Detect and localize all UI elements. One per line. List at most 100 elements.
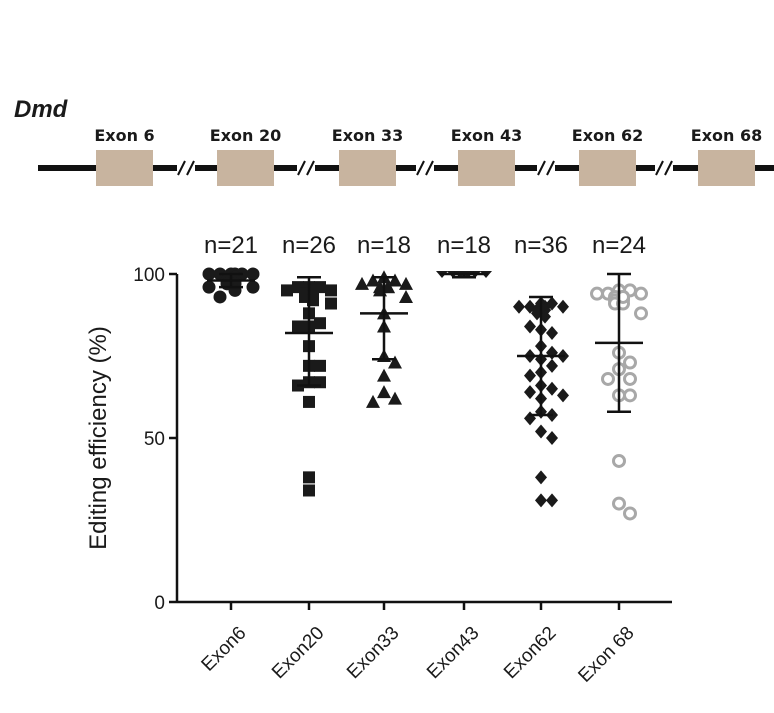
data-point-diamond [546,345,558,360]
data-point-circle [246,280,260,294]
n-label: n=26 [282,232,336,259]
exon-label: Exon 20 [210,126,281,145]
data-point-square [314,359,326,372]
data-point-circle [202,267,216,281]
gene-name: Dmd [14,96,69,123]
data-point-diamond [524,385,536,400]
data-point-square [281,284,293,297]
data-point-diamond [535,424,547,439]
data-point-open-circle [612,496,626,511]
data-point-open-circle [612,453,626,468]
data-point-open-circle [590,286,604,301]
data-point-square [314,317,326,330]
data-point-diamond [546,381,558,396]
data-point-diamond [546,358,558,373]
exon-box [698,150,755,186]
data-point-triangle [355,276,369,290]
exon-box [96,150,153,186]
n-label: n=18 [357,232,411,259]
data-point-square [303,395,315,408]
exon-label: Exon 68 [691,126,762,145]
data-point-triangle [399,276,413,290]
data-point-diamond [524,411,536,426]
data-point-diamond [535,470,547,485]
data-point-open-circle [601,371,615,386]
y-axis-title: Editing efficiency (%) [85,326,112,550]
y-tick-label: 50 [144,429,165,450]
exon-box [579,150,636,186]
series-group [355,270,413,408]
gene-break-slash [177,160,186,176]
series-group [436,271,492,279]
exon-label: Exon 33 [332,126,403,145]
gene-break-slash [537,160,546,176]
gene-track: Exon 6 Exon 20 Exon 33 Exon 43 Exon 62 Exon 6… [38,126,774,186]
gene-break-slash [297,160,306,176]
data-point-triangle [388,355,402,369]
data-point-square [325,284,337,297]
data-point-diamond [513,299,525,314]
gene-break-slash [655,160,664,176]
data-point-diamond [524,368,536,383]
y-tick-label: 100 [133,265,165,286]
exon-box [339,150,396,186]
gene-break-slash [306,160,315,176]
category-label: Exon33 [343,623,403,683]
data-point-triangle [388,273,402,287]
data-point-triangle [366,394,380,408]
data-point-diamond [546,326,558,341]
data-point-square [325,297,337,310]
gene-break-slash [546,160,555,176]
series-group [202,267,260,304]
n-label: n=24 [592,232,646,259]
data-point-diamond [557,388,569,403]
n-label: n=18 [437,232,491,259]
data-point-open-circle [623,371,637,386]
data-marks [202,267,648,521]
data-point-square [292,320,304,333]
category-labels: Exon6 Exon20 Exon33 Exon43 Exon62 Exon 68 [198,623,639,687]
n-labels: n=21 n=26 n=18 n=18 n=36 n=24 [204,232,646,259]
y-tick-label: 0 [154,593,165,614]
data-point-square [303,484,315,497]
data-point-diamond [524,319,536,334]
exon-box [217,150,274,186]
data-point-triangle [388,391,402,405]
data-point-circle [213,290,227,304]
gene-break-gap [416,162,434,174]
category-label: Exon 68 [574,623,638,687]
category-label: Exon6 [198,623,251,676]
gene-break-gap [655,162,673,174]
gene-break-gap [537,162,555,174]
series-group [281,276,337,497]
data-point-diamond [535,493,547,508]
data-point-square [303,471,315,484]
data-point-triangle [377,368,391,382]
exon-label: Exon 6 [94,126,154,145]
data-point-open-circle [623,355,637,370]
category-label: Exon20 [268,623,328,683]
series-group [590,272,648,521]
n-label: n=36 [514,232,568,259]
exon-label: Exon 62 [572,126,643,145]
n-label: n=21 [204,232,258,259]
data-point-open-circle [634,286,648,301]
gene-break-slash [416,160,425,176]
data-point-open-circle [634,306,648,321]
gene-break-slash [425,160,434,176]
gene-break-gap [297,162,315,174]
category-label: Exon43 [423,623,483,683]
axes: 0 50 100 [133,265,672,614]
exon-label: Exon 43 [451,126,522,145]
data-point-diamond [557,299,569,314]
data-point-diamond [546,431,558,445]
data-point-diamond [546,493,558,508]
data-point-open-circle [623,506,637,521]
category-label: Exon62 [500,623,560,683]
data-point-circle [202,280,216,294]
gene-break-gap [177,162,195,174]
data-point-triangle [366,273,380,287]
data-point-open-circle [623,388,637,403]
